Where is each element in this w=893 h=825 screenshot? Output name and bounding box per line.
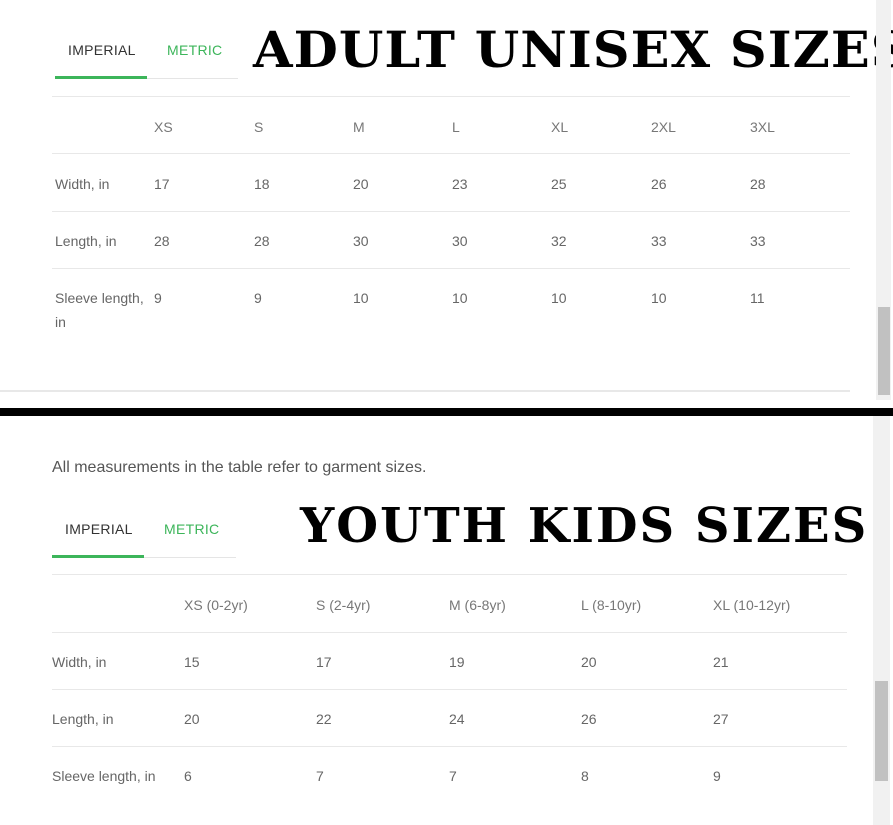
- table-cell: 15: [184, 654, 200, 670]
- table-cell: 7: [449, 768, 457, 784]
- divider: [52, 153, 850, 154]
- active-tab-indicator: [55, 76, 147, 79]
- table-cell: 24: [449, 711, 465, 727]
- divider: [52, 96, 850, 97]
- column-header: XL (10-12yr): [713, 597, 791, 613]
- table-cell: 26: [651, 176, 667, 192]
- table-cell: 33: [651, 233, 667, 249]
- table-cell: 32: [551, 233, 567, 249]
- table-cell: 27: [713, 711, 729, 727]
- table-cell: 17: [316, 654, 332, 670]
- table-cell: 8: [581, 768, 589, 784]
- row-label: Width, in: [52, 654, 107, 670]
- table-cell: 11: [750, 290, 765, 306]
- column-header: XS (0-2yr): [184, 597, 248, 613]
- column-header: M (6-8yr): [449, 597, 506, 613]
- column-header: S: [254, 119, 264, 135]
- table-cell: 20: [184, 711, 200, 727]
- divider: [52, 746, 847, 747]
- table-cell: 6: [184, 768, 192, 784]
- divider: [52, 632, 847, 633]
- column-header: XS: [154, 119, 173, 135]
- active-tab-indicator: [52, 555, 144, 558]
- tab-imperial[interactable]: IMPERIAL: [65, 521, 133, 537]
- column-header: 3XL: [750, 119, 775, 135]
- table-cell: 17: [154, 176, 170, 192]
- divider: [52, 689, 847, 690]
- column-header: L (8-10yr): [581, 597, 642, 613]
- table-cell: 20: [353, 176, 369, 192]
- youth-title: YOUTH KIDS SIZES: [300, 498, 869, 554]
- table-cell: 22: [316, 711, 332, 727]
- table-cell: 10: [353, 290, 369, 306]
- tab-metric[interactable]: METRIC: [164, 521, 220, 537]
- measurement-note: All measurements in the table refer to g…: [52, 459, 427, 476]
- table-cell: 33: [750, 233, 766, 249]
- tab-metric[interactable]: METRIC: [167, 42, 223, 58]
- table-cell: 25: [551, 176, 567, 192]
- column-header: XL: [551, 119, 569, 135]
- tab-imperial[interactable]: IMPERIAL: [68, 42, 136, 58]
- row-label: Sleeve length, in: [55, 290, 144, 330]
- column-header: M: [353, 119, 365, 135]
- table-cell: 20: [581, 654, 597, 670]
- row-label: Width, in: [55, 176, 110, 192]
- scrollbar-track[interactable]: [876, 0, 891, 400]
- table-cell: 9: [713, 768, 721, 784]
- table-cell: 18: [254, 176, 270, 192]
- table-cell: 19: [449, 654, 465, 670]
- column-header: L: [452, 119, 460, 135]
- table-cell: 9: [254, 290, 262, 306]
- adult-title: ADULT UNISEX SIZES: [253, 20, 893, 79]
- column-header: S (2-4yr): [316, 597, 371, 613]
- table-cell: 9: [154, 290, 162, 306]
- divider: [52, 574, 847, 575]
- row-label: Length, in: [52, 711, 114, 727]
- table-cell: 21: [713, 654, 729, 670]
- row-label: Length, in: [55, 233, 117, 249]
- table-cell: 23: [452, 176, 468, 192]
- table-cell: 10: [452, 290, 468, 306]
- row-label: Sleeve length, in: [52, 768, 156, 784]
- divider: [52, 268, 850, 269]
- table-cell: 30: [353, 233, 369, 249]
- table-cell: 10: [551, 290, 567, 306]
- table-cell: 30: [452, 233, 468, 249]
- section-divider: [0, 408, 893, 416]
- divider: [52, 211, 850, 212]
- scrollbar-thumb[interactable]: [878, 307, 890, 395]
- table-cell: 10: [651, 290, 667, 306]
- table-cell: 28: [750, 176, 766, 192]
- scrollbar-thumb[interactable]: [875, 681, 888, 781]
- table-cell: 26: [581, 711, 597, 727]
- divider: [0, 390, 850, 392]
- table-cell: 28: [154, 233, 170, 249]
- tab-bar-line: [52, 557, 236, 558]
- table-cell: 7: [316, 768, 324, 784]
- column-header: 2XL: [651, 119, 676, 135]
- table-cell: 28: [254, 233, 270, 249]
